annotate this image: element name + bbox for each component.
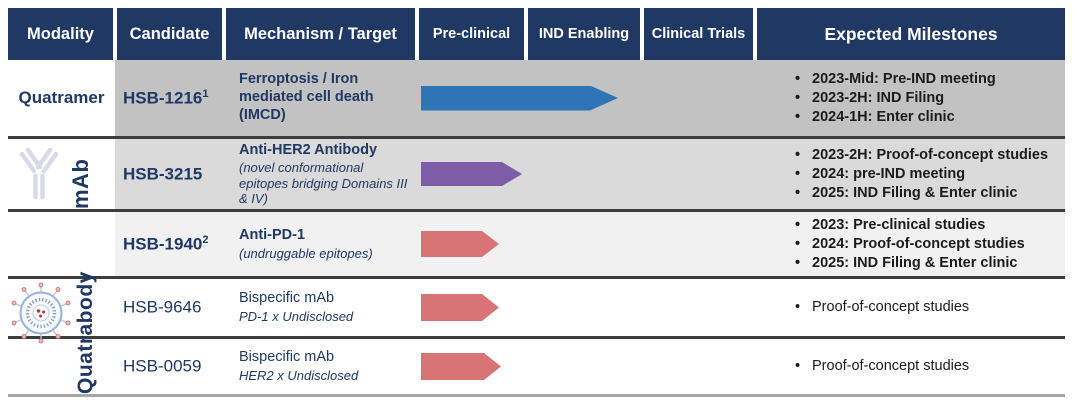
modality-cell-quatrabody [8,339,115,394]
mechanism-title: Bispecific mAb [239,290,335,307]
milestones-list: Proof-of-concept studies [757,357,969,376]
milestones-cell: Proof-of-concept studies [757,279,1065,336]
mechanism-cell: Anti-HER2 Antibody (novel conformational… [234,139,419,209]
stage-track [419,60,757,136]
milestone-item: Proof-of-concept studies [793,298,969,317]
candidate-cell: HSB-0059 [115,339,234,394]
stage-track [419,139,757,209]
milestones-cell: 2023: Pre-clinical studies 2024: Proof-o… [757,212,1065,276]
milestone-item: 2025: IND Filing & Enter clinic [793,184,1048,203]
header-cell-modality: Modality [8,8,113,60]
table-header: Modality Candidate Mechanism / Target Pr… [8,8,1065,60]
antibody-icon [19,148,59,200]
mechanism-note: (undruggable epitopes) [239,245,373,261]
row-divider [8,136,1065,139]
candidate-cell: HSB-19402 [115,212,234,276]
mechanism-note: HER2 x Undisclosed [239,368,359,384]
mechanism-title: Ferroptosis / Iron mediated cell death (… [239,71,374,123]
modality-group-quatrabody: Quatrabody [8,212,115,394]
milestones-list: 2023: Pre-clinical studies 2024: Proof-o… [757,216,1025,273]
milestone-item: 2023-2H: IND Filing [793,89,996,108]
mechanism-note: PD-1 x Undisclosed [239,309,354,325]
milestones-list: 2023-2H: Proof-of-concept studies 2024: … [757,146,1048,203]
header-cell-mechanism: Mechanism / Target [226,8,415,60]
row-body: HSB-3215 Anti-HER2 Antibody (novel confo… [115,139,1065,209]
milestone-item: Proof-of-concept studies [793,357,969,376]
candidate-label: HSB-3215 [123,164,203,184]
mechanism-title: Anti-PD-1 [239,226,306,243]
stage-progress-arrow [421,294,499,321]
row-divider [8,209,1065,212]
milestone-item: 2024-1H: Enter clinic [793,108,996,127]
stage-track [419,339,757,394]
candidate-cell: HSB-12161 [115,60,234,136]
mechanism-cell: Bispecific mAb HER2 x Undisclosed [234,339,419,394]
stage-progress-arrow [421,353,501,380]
mechanism-title: Anti-HER2 Antibody [239,141,378,158]
liposome-icon [11,282,71,344]
row-body: HSB-9646 Bispecific mAb PD-1 x Undisclos… [115,279,1065,336]
milestone-item: 2023: Pre-clinical studies [793,216,1025,235]
header-cell-expected-milestones: Expected Milestones [757,8,1065,60]
stage-progress-arrow [421,231,499,257]
milestone-item: 2023-Mid: Pre-IND meeting [793,70,996,89]
modality-label-quatramer: Quatramer [18,88,105,107]
table-row: HSB-19402 Anti-PD-1 (undruggable epitope… [8,212,1065,276]
modality-label-mab: mAb [68,158,93,209]
header-cell-preclinical: Pre-clinical [419,8,524,60]
milestone-item: 2025: IND Filing & Enter clinic [793,254,1025,273]
mechanism-title: Bispecific mAb [239,349,335,366]
mechanism-cell: Ferroptosis / Iron mediated cell death (… [234,60,419,136]
table-row: Quatramer HSB-12161 Ferroptosis / Iron m… [8,60,1065,136]
modality-cell-mab: mAb [8,139,115,209]
row-divider [8,336,1065,339]
candidate-label: HSB-0059 [123,356,202,376]
header-cell-candidate: Candidate [117,8,222,60]
row-divider [8,276,1065,279]
candidate-label: HSB-19402 [123,233,209,254]
mechanism-cell: Bispecific mAb PD-1 x Undisclosed [234,279,419,336]
row-body: HSB-12161 Ferroptosis / Iron mediated ce… [115,60,1065,136]
modality-cell-quatramer: Quatramer [8,60,115,136]
candidate-cell: HSB-9646 [115,279,234,336]
milestones-cell: Proof-of-concept studies [757,339,1065,394]
milestones-list: 2023-Mid: Pre-IND meeting 2023-2H: IND F… [757,70,996,127]
stage-progress-arrow [421,86,618,111]
footnote-marker: 1 [202,87,209,100]
milestone-item: 2023-2H: Proof-of-concept studies [793,146,1048,165]
table-row: HSB-0059 Bispecific mAb HER2 x Undisclos… [8,339,1065,394]
header-cell-clinical-trials: Clinical Trials [644,8,753,60]
header-cell-ind-enabling: IND Enabling [528,8,640,60]
milestone-item: 2024: Proof-of-concept studies [793,235,1025,254]
table-row: mAb HSB-3215 Anti-HER2 Antibody (novel c… [8,139,1065,209]
modality-cell-quatrabody [8,212,115,276]
mechanism-note: (novel conformational epitopes bridging … [239,160,408,206]
candidate-label: HSB-9646 [123,297,202,317]
table-bottom-border [8,394,1065,397]
mechanism-cell: Anti-PD-1 (undruggable epitopes) [234,212,419,276]
stage-progress-arrow [421,162,522,186]
milestone-item: 2024: pre-IND meeting [793,165,1048,184]
milestones-cell: 2023-Mid: Pre-IND meeting 2023-2H: IND F… [757,60,1065,136]
candidate-label: HSB-12161 [123,87,209,108]
milestones-cell: 2023-2H: Proof-of-concept studies 2024: … [757,139,1065,209]
table-row: HSB-9646 Bispecific mAb PD-1 x Undisclos… [8,279,1065,336]
stage-track [419,279,757,336]
row-body: HSB-0059 Bispecific mAb HER2 x Undisclos… [115,339,1065,394]
row-body: HSB-19402 Anti-PD-1 (undruggable epitope… [115,212,1065,276]
candidate-cell: HSB-3215 [115,139,234,209]
footnote-marker: 2 [202,233,209,246]
milestones-list: Proof-of-concept studies [757,298,969,317]
stage-track [419,212,757,276]
modality-label-quatrabody: Quatrabody [74,271,97,394]
